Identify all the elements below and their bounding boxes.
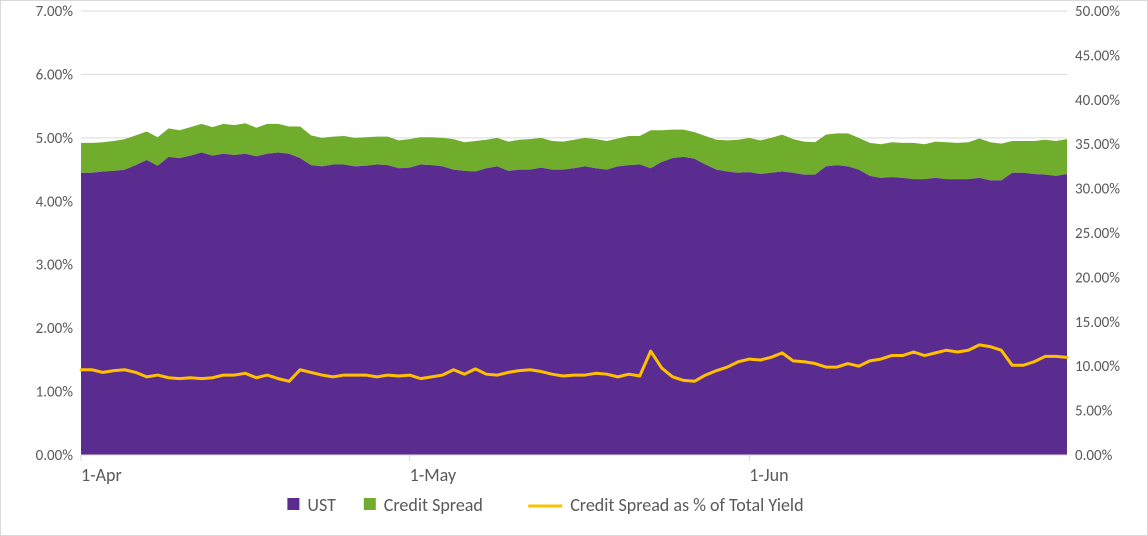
legend-label: UST (307, 494, 336, 516)
y-right-tick: 45.00% (1075, 47, 1120, 65)
y-right-tick: 50.00% (1075, 3, 1120, 21)
y-left-tick: 6.00% (36, 66, 74, 84)
y-left-tick: 3.00% (36, 257, 74, 275)
y-left-tick: 2.00% (36, 320, 74, 338)
legend-swatch (364, 498, 376, 510)
y-left-tick: 5.00% (36, 130, 74, 148)
legend-label: Credit Spread (384, 494, 483, 516)
y-left-tick: 1.00% (36, 384, 74, 402)
x-tick: 1-Jun (749, 464, 788, 486)
legend-swatch (287, 498, 299, 510)
y-right-tick: 25.00% (1075, 225, 1120, 243)
y-right-tick: 15.00% (1075, 314, 1120, 332)
yield-composition-chart: 0.00% 1.00% 2.00% 3.00% 4.00% 5.00% 6.00% 7.00%… (0, 0, 1148, 536)
legend-label: Credit Spread as % of Total Yield (570, 494, 803, 516)
y-left-tick: 4.00% (36, 193, 74, 211)
chart-svg: 0.00% 1.00% 2.00% 3.00% 4.00% 5.00% 6.00% 7.00%… (1, 1, 1147, 535)
y-right-tick: 0.00% (1075, 447, 1113, 465)
x-tick: 1-May (410, 464, 457, 486)
y-right-tick: 35.00% (1075, 136, 1120, 154)
area-ust (81, 152, 1067, 455)
y-right-tick: 20.00% (1075, 269, 1120, 287)
y-right-tick: 5.00% (1075, 403, 1113, 421)
y-left-tick: 7.00% (36, 3, 74, 21)
y-right-tick: 40.00% (1075, 92, 1120, 110)
y-right-tick: 30.00% (1075, 181, 1120, 199)
y-right-tick: 10.00% (1075, 358, 1120, 376)
y-left-tick: 0.00% (36, 447, 74, 465)
x-tick: 1-Apr (81, 464, 122, 486)
